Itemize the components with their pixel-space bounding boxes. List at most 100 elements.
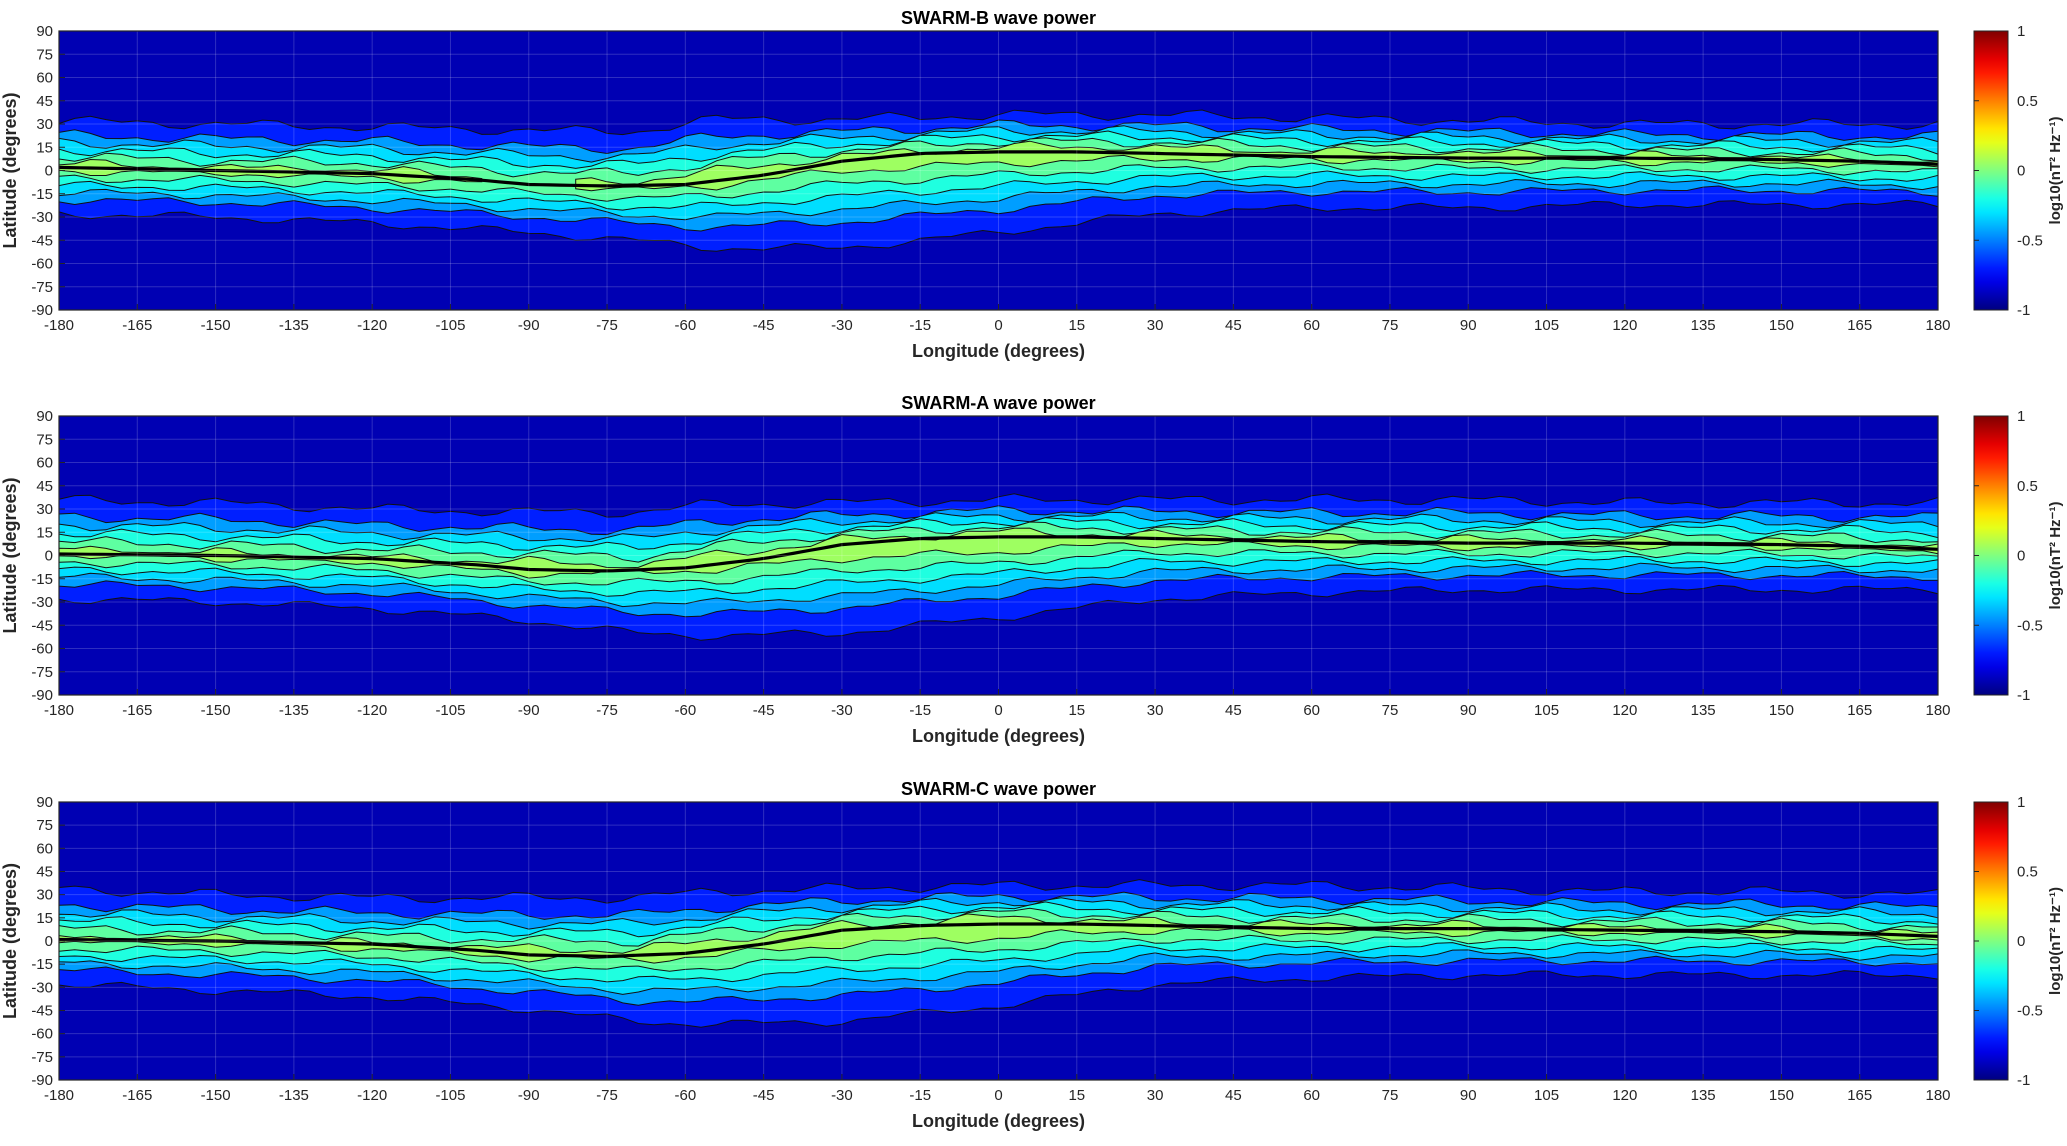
y-tick-label: 30 [36,501,53,518]
y-tick-label: 75 [36,46,53,63]
contour-layer [59,109,1938,252]
chart-panel-3: -180 -165 -150 -135 -120 -105 -90 -75 -60 -45 -30-… [0,779,2064,1131]
y-axis-label: Latitude (degrees) [0,863,20,1019]
x-tick-label: 75 [1382,317,1399,334]
y-tick-label: 60 [36,70,53,87]
y-tick-label: -60 [31,1026,53,1043]
x-tick-label: -165 [122,702,152,719]
colorbar-tick-label: 1 [2017,794,2025,811]
x-tick-label: 30 [1147,702,1164,719]
x-tick-label: -105 [435,1087,465,1104]
x-tick-label: -105 [435,702,465,719]
x-tick-label: -15 [909,317,931,334]
x-tick-label: -105 [435,317,465,334]
x-tick-label: -60 [674,317,696,334]
colorbar-label: log10(nT² Hz⁻¹) [2047,887,2064,995]
colorbar-tick-label: 0 [2017,548,2025,565]
y-tick-label: 60 [36,455,53,472]
x-tick-label: -120 [357,702,387,719]
y-tick-label: -45 [31,232,53,249]
contour-layer [59,493,1938,641]
x-tick-label: 75 [1382,1087,1399,1104]
y-tick-label: 90 [36,794,53,811]
colorbar-gradient [1973,801,2009,1081]
x-tick-label: 150 [1769,702,1794,719]
x-tick-label: -45 [753,1087,775,1104]
x-tick-label: 105 [1534,1087,1559,1104]
x-tick-label: -15 [909,1087,931,1104]
x-tick-label: 0 [994,702,1002,719]
contour-region [59,913,1938,964]
y-tick-label: 30 [36,887,53,904]
colorbar: 1 0.5 0 -0.5 -1 log10(nT² Hz⁻¹) [1973,794,2064,1089]
y-tick-label: -45 [31,617,53,634]
y-tick-label: 75 [36,431,53,448]
x-tick-label: 15 [1068,317,1085,334]
colorbar-gradient [1973,30,2009,311]
x-axis-label: Longitude (degrees) [912,341,1085,361]
chart-title: SWARM-B wave power [901,8,1096,28]
y-tick-label: 0 [45,933,53,950]
x-tick-label: -45 [753,317,775,334]
x-tick-label: -150 [201,702,231,719]
x-tick-label: 30 [1147,1087,1164,1104]
x-tick-label: 45 [1225,1087,1242,1104]
colorbar-tick-label: 0.5 [2017,93,2038,110]
x-tick-label: -90 [518,317,540,334]
colorbar: 1 0.5 0 -0.5 -1 log10(nT² Hz⁻¹) [1973,408,2064,704]
colorbar-tick-label: 0 [2017,163,2025,180]
colorbar-tick-label: 1 [2017,408,2025,425]
x-tick-label: 15 [1068,702,1085,719]
x-tick-label: -75 [596,702,618,719]
x-tick-label: -135 [279,702,309,719]
y-tick-label: 90 [36,23,53,40]
x-tick-label: -120 [357,1087,387,1104]
x-tick-label: 60 [1303,702,1320,719]
x-tick-label: -135 [279,317,309,334]
dip-equator-line [59,150,1938,188]
x-tick-label: -30 [831,702,853,719]
x-tick-label: -120 [357,317,387,334]
y-tick-label: -60 [31,256,53,273]
y-tick-label: 90 [36,408,53,425]
x-tick-label: -180 [44,702,74,719]
colorbar: 1 0.5 0 -0.5 -1 log10(nT² Hz⁻¹) [1973,23,2064,319]
y-tick-label: -15 [31,571,53,588]
y-tick-label: 0 [45,163,53,180]
x-tick-label: 0 [994,317,1002,334]
x-tick-label: 105 [1534,702,1559,719]
colorbar-tick-label: -0.5 [2017,1003,2043,1020]
x-tick-label: 30 [1147,317,1164,334]
y-axis-label: Latitude (degrees) [0,477,20,633]
chart-title: SWARM-C wave power [901,779,1096,799]
x-tick-label: 60 [1303,1087,1320,1104]
x-tick-label: -75 [596,1087,618,1104]
x-tick-label: -75 [596,317,618,334]
y-tick-label: -15 [31,956,53,973]
colorbar-tick-label: 0 [2017,933,2025,950]
x-tick-label: -60 [674,702,696,719]
x-tick-label: -165 [122,317,152,334]
x-tick-label: -30 [831,1087,853,1104]
x-tick-label: 135 [1691,317,1716,334]
y-tick-label: -30 [31,209,53,226]
colorbar-label: log10(nT² Hz⁻¹) [2047,117,2064,225]
y-tick-label: -60 [31,641,53,658]
contour-layer [59,879,1938,1028]
x-tick-label: 120 [1612,702,1637,719]
x-tick-label: -15 [909,702,931,719]
x-tick-label: -30 [831,317,853,334]
y-tick-label: -30 [31,594,53,611]
y-tick-label: 15 [36,139,53,156]
y-tick-label: -75 [31,1049,53,1066]
x-tick-label: 60 [1303,317,1320,334]
x-tick-label: 120 [1612,1087,1637,1104]
chart-panel-1: -180 -165 -150 -135 -120 -105 -90 -75 -60 -45 -30-… [0,8,2064,361]
x-axis-label: Longitude (degrees) [912,726,1085,746]
y-tick-label: -90 [31,687,53,704]
y-tick-label: -45 [31,1003,53,1020]
x-tick-label: 135 [1691,702,1716,719]
x-tick-label: 180 [1925,702,1950,719]
